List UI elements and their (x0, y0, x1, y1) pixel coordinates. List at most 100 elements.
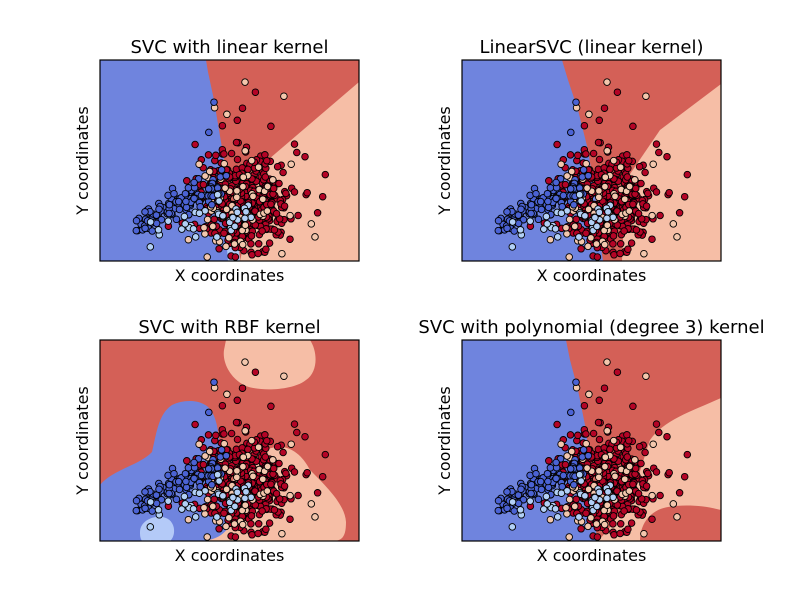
scatter-point (582, 430, 590, 438)
scatter-point (621, 475, 629, 483)
scatter-point (593, 502, 601, 511)
scatter-point (641, 168, 649, 177)
scatter-point (631, 464, 640, 473)
scatter-point (287, 440, 295, 448)
scatter-point (200, 503, 208, 512)
panel-svc-rbf: SVC with RBF kernel X coordinates Y coor… (73, 317, 360, 565)
scatter-point (534, 215, 543, 224)
scatter-point (231, 253, 240, 261)
scatter-point (557, 440, 565, 448)
panel-linearsvc: LinearSVC (linear kernel) X coordinates … (435, 37, 722, 285)
scatter-point (510, 227, 518, 235)
scatter-point (303, 188, 311, 197)
scatter-point (191, 513, 200, 521)
scatter-point (282, 469, 290, 478)
scatter-point (642, 92, 650, 100)
scatter-point (592, 520, 601, 528)
scatter-point (537, 485, 546, 494)
scatter-point (648, 491, 656, 500)
scatter-point (233, 473, 241, 482)
scatter-points (132, 358, 330, 541)
scatter-point (183, 177, 191, 185)
scatter-point (220, 159, 228, 168)
scatter-point (321, 170, 330, 179)
scatter-point (318, 192, 327, 201)
scatter-point (258, 507, 266, 515)
scatter-point (190, 474, 198, 483)
scatter-point (577, 477, 585, 485)
scatter-point (254, 443, 263, 451)
scatter-point (575, 470, 584, 479)
scatter-point (141, 488, 149, 496)
y-axis-label: Y coordinates (435, 106, 454, 216)
scatter-point (254, 529, 262, 538)
scatter-point (263, 207, 272, 215)
scatter-point (225, 234, 233, 242)
scatter-point (635, 442, 644, 451)
scatter-point (656, 491, 664, 500)
scatter-point (663, 432, 671, 441)
scatter-point (546, 515, 555, 524)
scatter-point (290, 188, 299, 196)
scatter-point (220, 150, 228, 158)
scatter-point (595, 155, 604, 164)
scatter-point (629, 480, 637, 488)
scatter-point (600, 520, 609, 529)
scatter-point (503, 208, 511, 216)
scatter-point (567, 408, 575, 417)
scatter-point (649, 160, 657, 168)
scatter-point (180, 212, 189, 221)
scatter-point (519, 495, 528, 504)
scatter-point (601, 182, 609, 191)
scatter-point (290, 420, 299, 428)
scatter-point (279, 168, 287, 177)
scatter-point (247, 232, 256, 240)
scatter-point (526, 217, 534, 225)
scatter-point (254, 520, 263, 528)
scatter-point (603, 78, 611, 86)
scatter-point (174, 477, 183, 486)
scatter-point (544, 477, 552, 486)
scatter-point (216, 453, 225, 461)
scatter-point (204, 465, 213, 473)
scatter-point (146, 218, 155, 226)
panel-svc-polynomial: SVC with polynomial (degree 3) kernel X … (418, 317, 764, 565)
region-salmon-top (223, 340, 316, 390)
scatter-point (141, 224, 149, 233)
scatter-point (563, 452, 571, 460)
scatter-point (227, 149, 236, 158)
scatter-point (581, 212, 589, 220)
scatter-point (611, 472, 619, 481)
scatter-point (575, 184, 584, 192)
scatter-point (673, 513, 681, 521)
scatter-point (197, 471, 206, 480)
scatter-point (551, 505, 560, 513)
scatter-point (609, 240, 617, 248)
scatter-point (181, 220, 189, 228)
scatter-point (582, 439, 590, 448)
scatter-point (526, 497, 534, 505)
x-axis-label: X coordinates (175, 266, 285, 285)
scatter-point (241, 494, 249, 503)
scatter-point (182, 477, 190, 486)
scatter-point (209, 502, 217, 511)
scatter-point (625, 487, 634, 495)
scatter-point (575, 233, 583, 241)
scatter-point (181, 469, 190, 478)
scatter-point (613, 487, 621, 495)
scatter-point (574, 151, 582, 160)
scatter-point (527, 489, 535, 498)
scatter-point (258, 227, 266, 235)
scatter-point (577, 525, 585, 533)
scatter-point (261, 453, 270, 461)
scatter-point (267, 200, 275, 208)
scatter-point (649, 440, 657, 448)
scatter-point (610, 251, 618, 259)
scatter-point (303, 468, 311, 477)
scatter-point (231, 502, 239, 511)
scatter-point (223, 110, 231, 119)
scatter-point (203, 253, 211, 261)
axes-frame (99, 59, 360, 262)
scatter-point (562, 503, 570, 512)
scatter-point (601, 453, 610, 461)
